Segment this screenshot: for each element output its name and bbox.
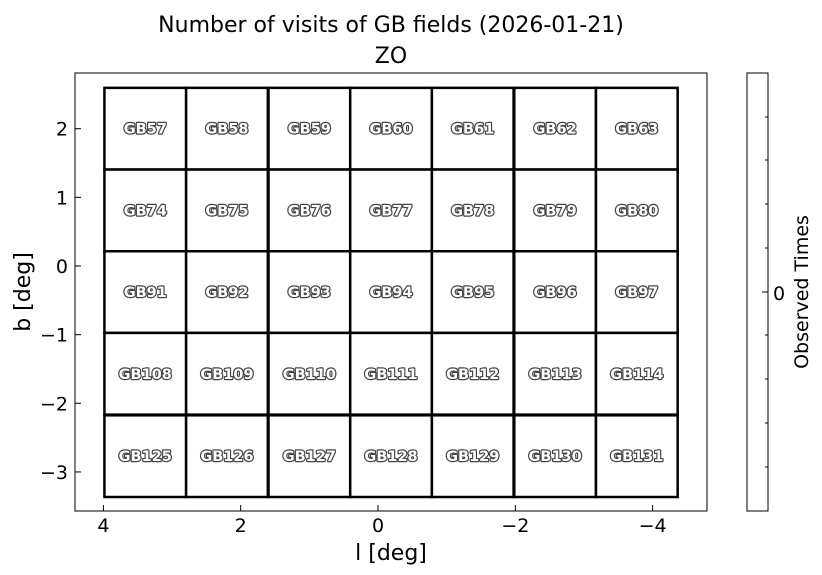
x-axis-label: l [deg] bbox=[355, 541, 427, 566]
field-cell bbox=[594, 86, 679, 171]
field-cell bbox=[513, 414, 598, 499]
y-axis-label: b [deg] bbox=[11, 252, 36, 332]
field-label: GB110 bbox=[283, 367, 336, 383]
field-label: GB93 bbox=[288, 285, 331, 301]
colorbar-label: Observed Times bbox=[791, 215, 813, 369]
field-label: GB77 bbox=[369, 203, 412, 219]
field-label: GB129 bbox=[446, 449, 499, 465]
field-label: GB130 bbox=[528, 449, 581, 465]
field-label: GB97 bbox=[615, 285, 658, 301]
y-tick-label: −2 bbox=[40, 393, 68, 415]
y-axis: 2 1 0 −1 −2 −3 bbox=[40, 119, 81, 484]
field-cell bbox=[184, 168, 270, 253]
chart-title: Number of visits of GB fields (2026-01-2… bbox=[158, 13, 624, 38]
field-label: GB60 bbox=[369, 122, 412, 138]
field-cell bbox=[430, 414, 515, 499]
field-label: GB95 bbox=[451, 285, 494, 301]
field-cell bbox=[184, 414, 270, 499]
field-cell bbox=[594, 331, 679, 416]
chart-subtitle: ZO bbox=[375, 44, 407, 69]
field-label: GB59 bbox=[288, 122, 331, 138]
field-cell bbox=[348, 168, 434, 253]
field-label: GB113 bbox=[528, 367, 581, 383]
field-label: GB109 bbox=[200, 367, 253, 383]
y-tick-label: 0 bbox=[56, 256, 68, 278]
field-cell bbox=[103, 86, 188, 171]
field-cell bbox=[594, 414, 679, 499]
field-cell bbox=[430, 86, 515, 171]
field-label: GB91 bbox=[124, 285, 167, 301]
field-label: GB111 bbox=[364, 367, 417, 383]
field-cell bbox=[513, 168, 598, 253]
field-label: GB57 bbox=[124, 122, 167, 138]
field-cell bbox=[103, 331, 188, 416]
field-cell bbox=[103, 249, 188, 335]
x-tick-label: 0 bbox=[372, 515, 384, 537]
y-tick-label: −3 bbox=[40, 462, 68, 484]
x-tick-label: −2 bbox=[501, 515, 529, 537]
field-label: GB63 bbox=[615, 122, 658, 138]
field-cell bbox=[594, 249, 679, 335]
field-label: GB62 bbox=[534, 122, 577, 138]
field-cell bbox=[513, 249, 598, 335]
field-label: GB74 bbox=[124, 203, 167, 219]
field-label: GB94 bbox=[369, 285, 412, 301]
x-tick-label: 2 bbox=[235, 515, 247, 537]
field-label: GB61 bbox=[451, 122, 494, 138]
field-label: GB75 bbox=[205, 203, 248, 219]
field-label: GB78 bbox=[451, 203, 494, 219]
field-label: GB114 bbox=[610, 367, 663, 383]
field-label: GB58 bbox=[205, 122, 248, 138]
y-tick-label: 2 bbox=[56, 119, 68, 141]
x-axis: 4 2 0 −2 −4 bbox=[97, 505, 667, 537]
y-tick-label: −1 bbox=[40, 325, 68, 347]
field-label: GB128 bbox=[364, 449, 417, 465]
field-cell bbox=[184, 249, 270, 335]
field-label: GB125 bbox=[119, 449, 172, 465]
colorbar-tick-label: 0 bbox=[773, 283, 785, 305]
field-cell bbox=[430, 331, 515, 416]
y-tick-label: 1 bbox=[56, 187, 68, 209]
x-tick-label: −4 bbox=[639, 515, 667, 537]
colorbar-ticks bbox=[762, 116, 768, 468]
field-label: GB79 bbox=[534, 203, 577, 219]
x-tick-label: 4 bbox=[97, 515, 109, 537]
fields-layer: GB57 GB58 GB59 GB60 GB61 GB62 GB63 GB74 GB75 GB76… bbox=[103, 86, 679, 499]
field-label: GB112 bbox=[446, 367, 499, 383]
field-label: GB131 bbox=[610, 449, 663, 465]
field-label: GB108 bbox=[119, 367, 172, 383]
field-cell bbox=[430, 249, 515, 335]
field-cell bbox=[348, 249, 434, 335]
field-label: GB96 bbox=[534, 285, 577, 301]
field-label: GB80 bbox=[615, 203, 658, 219]
field-label: GB76 bbox=[288, 203, 331, 219]
field-label: GB92 bbox=[205, 285, 248, 301]
field-label: GB126 bbox=[200, 449, 253, 465]
field-label: GB127 bbox=[283, 449, 336, 465]
